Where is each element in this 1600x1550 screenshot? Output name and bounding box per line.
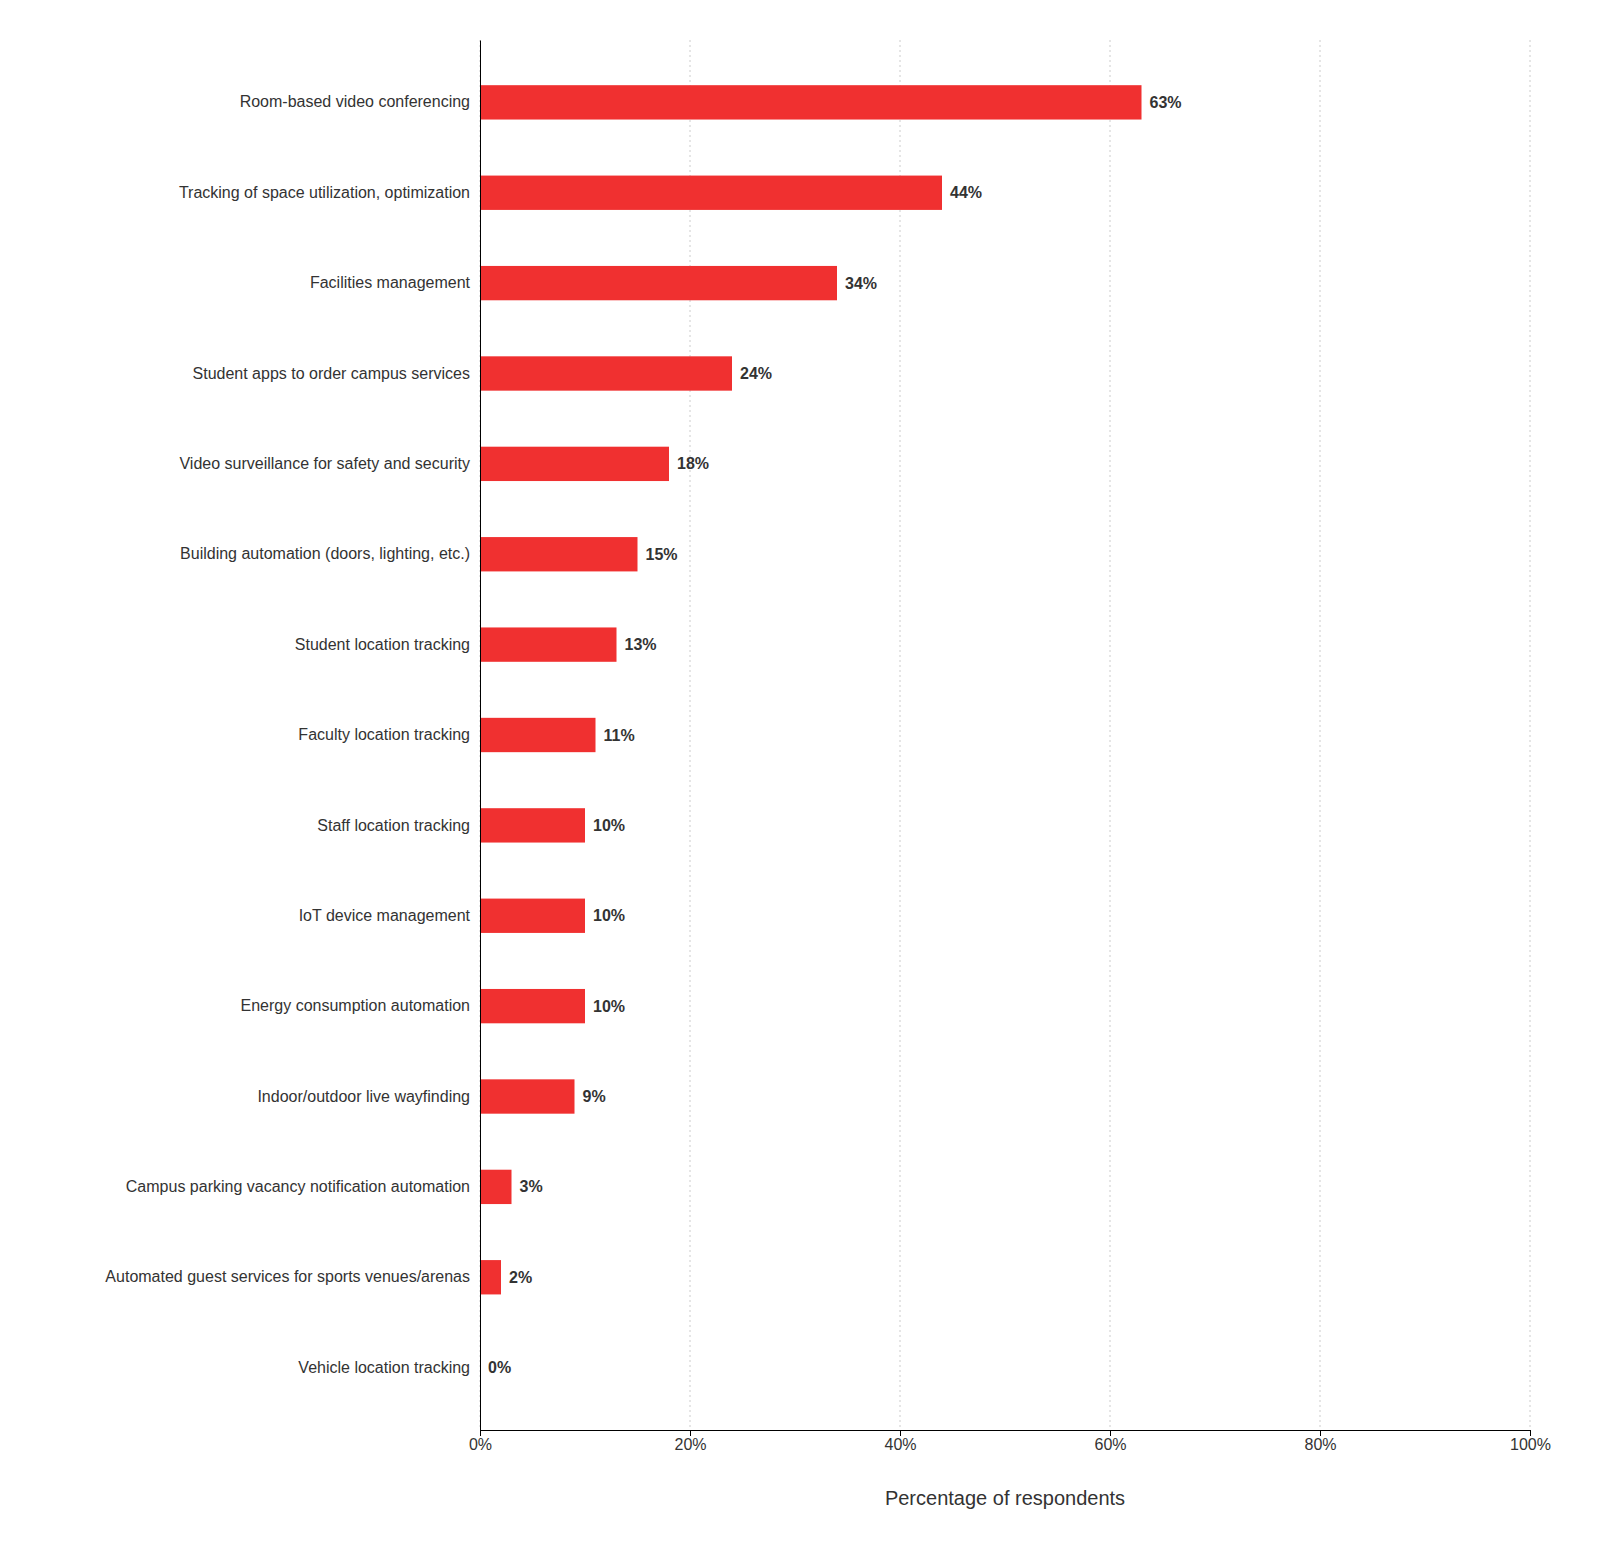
- tick-mark: [1110, 1430, 1111, 1436]
- category-label: Vehicle location tracking: [298, 1359, 470, 1376]
- data-labels: 63% 44% 34% 24% 18% 15% 13% 11% 10% 10% 10% 9% 3% 2% 0…: [488, 94, 1182, 1376]
- axis-line: [481, 1430, 1531, 1431]
- category-label: Student apps to order campus services: [193, 365, 470, 382]
- tick: Room-based video conferencing: [240, 93, 470, 110]
- category-label: Student location tracking: [295, 636, 470, 653]
- data-label: 2%: [509, 1269, 532, 1286]
- tick: Staff location tracking: [317, 816, 470, 833]
- category-label: Campus parking vacancy notification auto…: [126, 1178, 470, 1195]
- data-label: 34%: [845, 275, 877, 292]
- grid-line: [1110, 40, 1111, 1430]
- data-label: 10%: [593, 817, 625, 834]
- tick: 60%: [1094, 1430, 1126, 1453]
- tick-mark: [1530, 1430, 1531, 1436]
- data-label: 10%: [593, 998, 625, 1015]
- data-label: 9%: [583, 1088, 606, 1105]
- data-label: 44%: [950, 184, 982, 201]
- tick-label: 80%: [1304, 1436, 1336, 1453]
- bar: [480, 989, 585, 1023]
- category-label: Facilities management: [310, 274, 471, 291]
- tick-mark: [1320, 1430, 1321, 1436]
- bar: [480, 537, 638, 571]
- bar: [480, 1079, 575, 1113]
- plot: 0% 20% 40% 60% 80% 100% Room-based video confe…: [105, 40, 1551, 1453]
- tick: 20%: [674, 1430, 706, 1453]
- bars: [480, 85, 1142, 1294]
- tick: Vehicle location tracking: [298, 1359, 470, 1376]
- category-label: Staff location tracking: [317, 816, 470, 833]
- bar: [480, 176, 942, 210]
- category-label: IoT device management: [299, 907, 471, 924]
- category-label: Tracking of space utilization, optimizat…: [179, 184, 470, 201]
- data-label: 15%: [646, 546, 678, 563]
- tick: 100%: [1510, 1430, 1551, 1453]
- tick: Video surveillance for safety and securi…: [179, 455, 470, 472]
- category-label: Indoor/outdoor live wayfinding: [257, 1088, 470, 1105]
- data-label: 10%: [593, 907, 625, 924]
- tick: Automated guest services for sports venu…: [105, 1268, 470, 1285]
- bar: [480, 808, 585, 842]
- tick-mark: [480, 1430, 481, 1436]
- axis-line: [480, 41, 481, 1431]
- category-label: Building automation (doors, lighting, et…: [180, 545, 470, 562]
- data-label: 3%: [520, 1178, 543, 1195]
- tick: Facilities management: [310, 274, 471, 291]
- tick: Student apps to order campus services: [193, 365, 470, 382]
- data-label: 24%: [740, 365, 772, 382]
- tick-label: 20%: [674, 1436, 706, 1453]
- category-label: Room-based video conferencing: [240, 93, 470, 110]
- tick: Building automation (doors, lighting, et…: [180, 545, 470, 562]
- data-label: 0%: [488, 1359, 511, 1376]
- tick: 0%: [469, 1430, 492, 1453]
- bar: [480, 718, 596, 752]
- category-label: Video surveillance for safety and securi…: [179, 455, 470, 472]
- tick: Campus parking vacancy notification auto…: [126, 1178, 470, 1195]
- bar: [480, 899, 585, 933]
- bar: [480, 266, 837, 300]
- category-label: Automated guest services for sports venu…: [105, 1268, 470, 1285]
- tick-mark: [690, 1430, 691, 1436]
- bar: [480, 447, 669, 481]
- data-label: 13%: [625, 636, 657, 653]
- bar: [480, 627, 617, 661]
- bar: [480, 85, 1142, 119]
- axis-title: Percentage of respondents: [885, 1487, 1125, 1509]
- x-axis: 0% 20% 40% 60% 80% 100%: [469, 1430, 1551, 1453]
- tick-label: 0%: [469, 1436, 492, 1453]
- tick: IoT device management: [299, 907, 471, 924]
- bar: [480, 1260, 501, 1294]
- data-label: 18%: [677, 455, 709, 472]
- grid-line: [1320, 40, 1321, 1430]
- bar: [480, 1170, 512, 1204]
- grid: [480, 40, 1530, 1430]
- grid-line: [1530, 40, 1531, 1430]
- grid-line: [900, 40, 901, 1430]
- tick: Energy consumption automation: [241, 997, 470, 1014]
- category-label: Faculty location tracking: [298, 726, 470, 743]
- tick: Student location tracking: [295, 636, 470, 653]
- data-label: 11%: [604, 727, 635, 744]
- tick: Tracking of space utilization, optimizat…: [179, 184, 470, 201]
- chart: 0% 20% 40% 60% 80% 100% Room-based video confe…: [0, 0, 1600, 1550]
- tick: Indoor/outdoor live wayfinding: [257, 1088, 470, 1105]
- bar: [480, 356, 732, 390]
- tick: 80%: [1304, 1430, 1336, 1453]
- y-axis: Room-based video conferencing Tracking of…: [105, 41, 480, 1431]
- tick-mark: [900, 1430, 901, 1436]
- tick-label: 40%: [884, 1436, 916, 1453]
- grid-line: [690, 40, 691, 1430]
- grid-line: [480, 40, 481, 1430]
- category-label: Energy consumption automation: [241, 997, 470, 1014]
- tick-label: 100%: [1510, 1436, 1551, 1453]
- tick: 40%: [884, 1430, 916, 1453]
- data-label: 63%: [1150, 94, 1182, 111]
- tick: Faculty location tracking: [298, 726, 470, 743]
- tick-label: 60%: [1094, 1436, 1126, 1453]
